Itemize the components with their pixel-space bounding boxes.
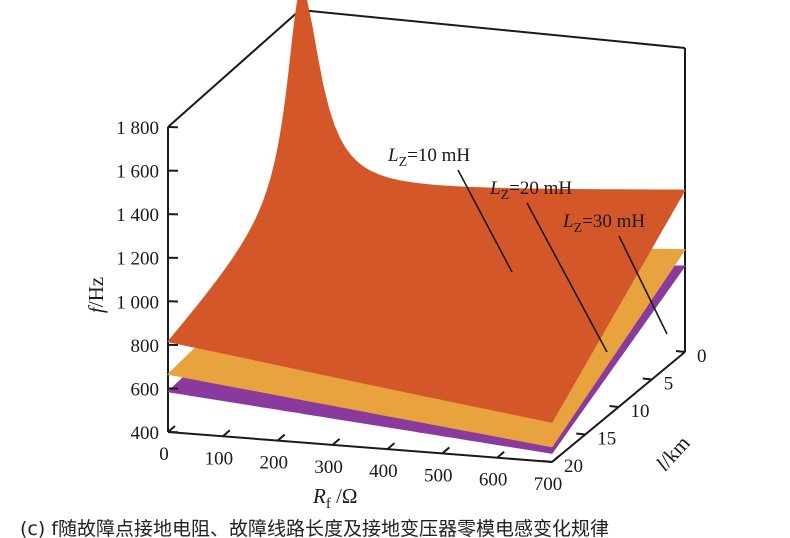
y-tick-mark	[675, 350, 686, 353]
figure-caption: (c) f随故障点接地电阻、故障线路长度及接地变压器零模电感变化规律	[20, 518, 609, 538]
series-labels: LZ=10 mH LZ=20 mH LZ=30 mH	[387, 145, 668, 353]
series-label-lz30: LZ=30 mH	[562, 211, 645, 236]
x-tick-label: 500	[424, 465, 453, 486]
z-axis-label: f/Hz	[84, 277, 108, 313]
y-tick-mark	[576, 432, 586, 436]
x-tick-mark	[441, 446, 450, 455]
z-tick-label: 600	[131, 379, 160, 400]
x-tick-mark	[331, 438, 341, 446]
leader-line-lz30	[618, 235, 668, 335]
z-tick-label: 1 000	[116, 292, 159, 313]
x-tick-label: 600	[479, 470, 508, 491]
y-tick-mark	[609, 405, 619, 408]
axis-box	[167, 9, 686, 463]
series-label-lz20: LZ=20 mH	[489, 178, 572, 203]
y-tick-label: 20	[564, 456, 583, 477]
x-tick-mark	[167, 425, 176, 433]
x-tick-mark	[496, 450, 505, 459]
y-axis-label: l/km	[651, 431, 695, 476]
z-tick-label: 1 400	[116, 205, 159, 226]
series-label-lz10: LZ=10 mH	[387, 145, 470, 170]
z-tick-label: 1 800	[116, 118, 159, 139]
z-tick-label: 1 600	[116, 162, 159, 183]
y-tick-mark	[642, 377, 652, 381]
z-tick-label: 1 200	[116, 249, 159, 270]
x-tick-label: 700	[534, 474, 563, 495]
x-tick-mark	[277, 433, 286, 442]
y-tick-label: 0	[697, 346, 707, 367]
leader-line-lz20	[526, 202, 608, 353]
x-tick-label: 100	[205, 448, 234, 469]
x-tick-label: 0	[159, 444, 169, 465]
surface-lz10	[167, 0, 686, 423]
leader-line-lz10	[457, 169, 513, 273]
y-tick-label: 5	[664, 374, 674, 395]
x-tick-mark	[551, 455, 560, 463]
back-top-edge	[299, 9, 686, 49]
x-tick-label: 400	[369, 461, 398, 482]
x-tick-mark	[222, 429, 231, 438]
z-tick-label: 800	[131, 336, 160, 357]
x-axis-label: Rf /Ω	[312, 484, 358, 512]
y-tick-label: 15	[597, 429, 616, 450]
x-tick-label: 200	[259, 453, 288, 474]
y-tick-mark	[542, 460, 553, 463]
x-tick-label: 300	[314, 457, 343, 478]
floor-front-left-edge	[167, 431, 553, 463]
z-tick-label: 400	[131, 423, 160, 444]
back-top-left-edge	[167, 9, 301, 128]
y-tick-label: 10	[631, 401, 650, 422]
x-tick-mark	[386, 442, 396, 450]
